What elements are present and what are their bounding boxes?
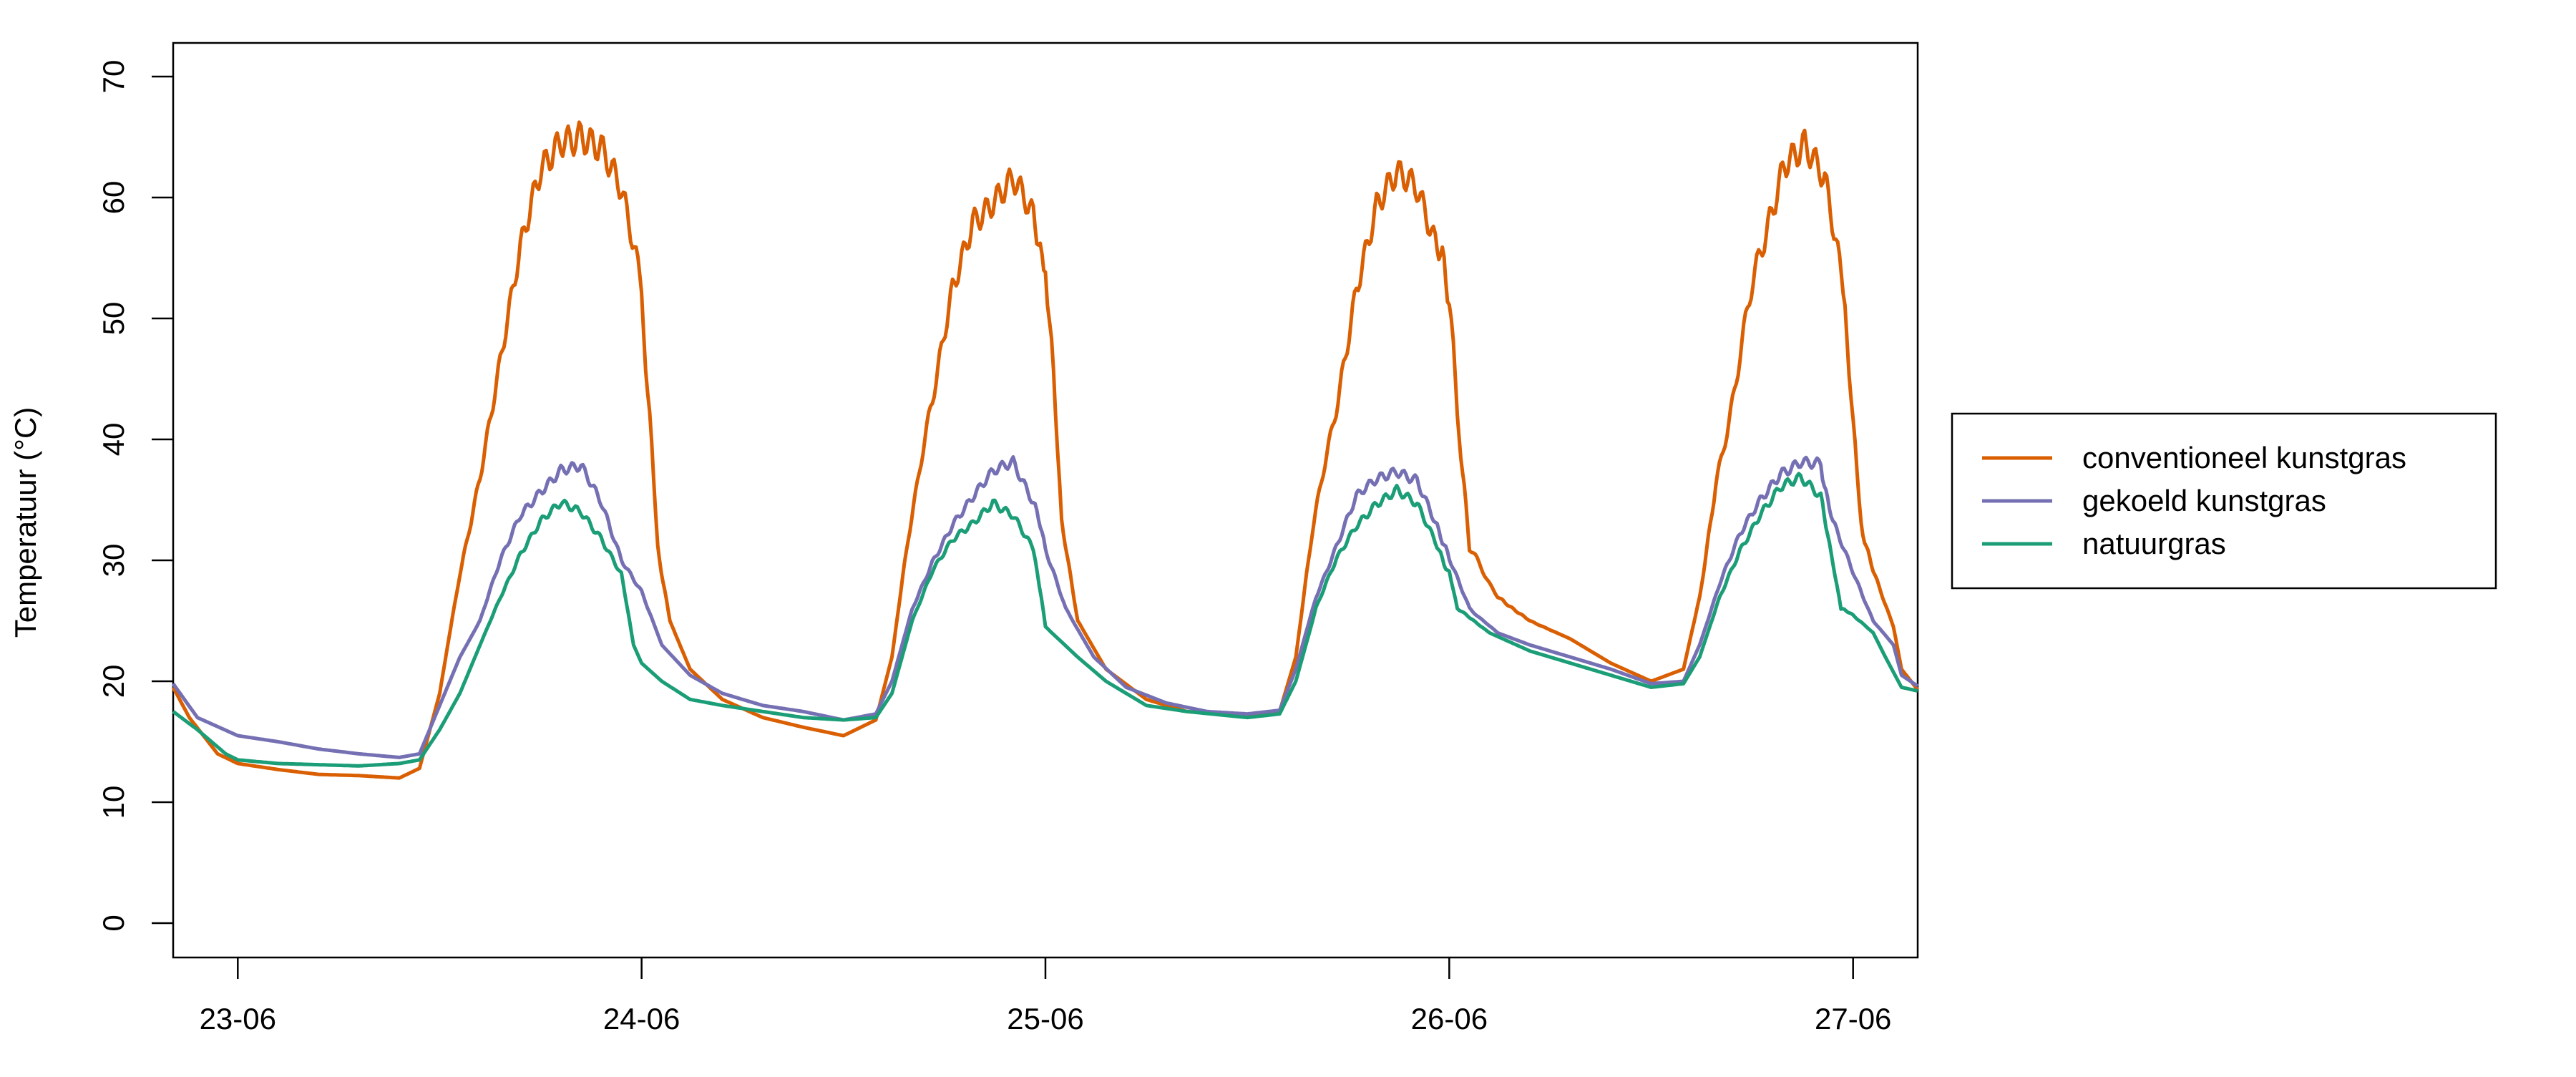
x-tick-label: 24-06	[603, 1002, 680, 1035]
y-tick-label: 20	[97, 665, 130, 698]
legend-label: natuurgras	[2082, 527, 2226, 560]
x-tick-label: 25-06	[1007, 1002, 1083, 1035]
x-tick-label: 23-06	[200, 1002, 276, 1035]
series-lines	[171, 120, 1919, 780]
x-tick-label: 26-06	[1411, 1002, 1488, 1035]
y-tick-label: 0	[97, 915, 130, 931]
y-axis: 0 10 20 30 40 50 60 70	[97, 60, 173, 932]
series-line	[172, 472, 1918, 768]
legend-items: conventioneel kunstgras gekoeld kunstgras…	[1982, 441, 2406, 560]
y-tick-label: 40	[97, 423, 130, 457]
y-tick-label: 60	[97, 181, 130, 215]
y-tick-label: 50	[97, 302, 130, 336]
legend-label: conventioneel kunstgras	[2082, 441, 2406, 474]
x-tick-label: 27-06	[1815, 1002, 1891, 1035]
x-axis: 23-06 24-06 25-06 26-06 27-06	[200, 957, 1891, 1035]
series-line	[171, 120, 1919, 780]
plot-frame	[172, 42, 1919, 959]
legend: conventioneel kunstgras gekoeld kunstgras…	[1951, 412, 2497, 590]
y-axis-title: Temperatuur (°C)	[9, 407, 42, 638]
y-tick-label: 30	[97, 544, 130, 578]
legend-label: gekoeld kunstgras	[2082, 484, 2326, 517]
y-tick-label: 10	[97, 786, 130, 819]
y-tick-label: 70	[97, 60, 130, 94]
series-line	[171, 455, 1919, 759]
